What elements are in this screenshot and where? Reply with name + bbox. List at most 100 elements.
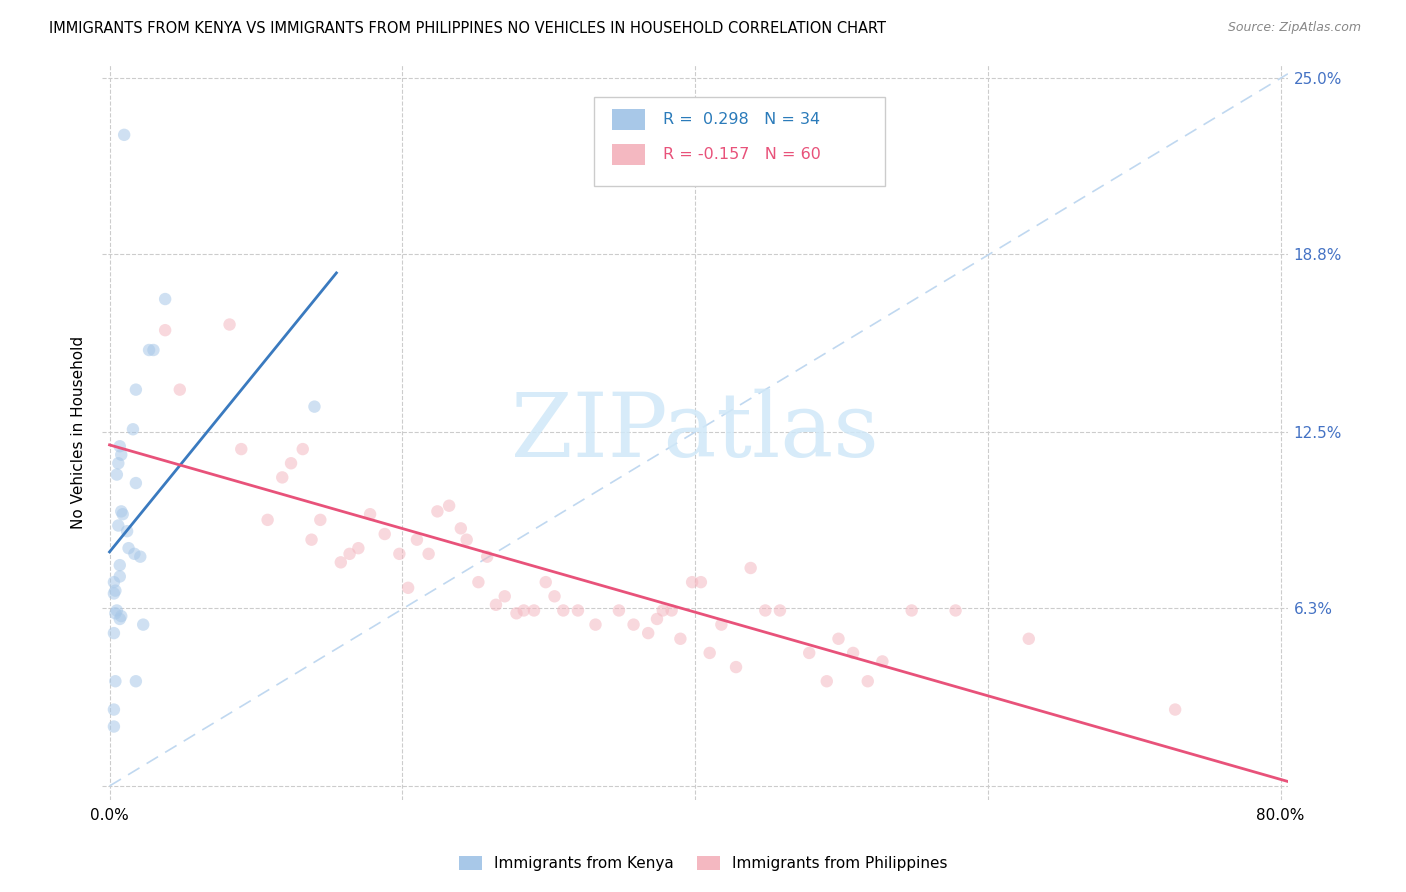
Point	[104, 674, 127, 689]
Point	[437, 499, 460, 513]
Point	[543, 590, 565, 604]
Point	[104, 583, 127, 598]
Point	[105, 467, 128, 482]
Point	[231, 442, 253, 456]
Point	[872, 655, 894, 669]
Point	[699, 646, 721, 660]
Point	[329, 555, 352, 569]
Point	[218, 318, 240, 332]
Point	[110, 504, 132, 518]
Point	[769, 603, 792, 617]
Point	[900, 603, 922, 617]
Point	[359, 507, 381, 521]
Point	[477, 549, 499, 564]
Point	[108, 569, 131, 583]
Point	[153, 323, 176, 337]
Point	[103, 575, 125, 590]
Point	[256, 513, 278, 527]
Text: R =  0.298   N = 34: R = 0.298 N = 34	[664, 112, 820, 127]
Point	[107, 518, 129, 533]
Point	[740, 561, 762, 575]
Point	[339, 547, 361, 561]
Point	[485, 598, 508, 612]
Point	[301, 533, 323, 547]
Point	[623, 617, 645, 632]
Point	[1164, 702, 1187, 716]
Point	[271, 470, 294, 484]
Point	[105, 603, 128, 617]
Point	[661, 603, 683, 617]
Text: R = -0.157   N = 60: R = -0.157 N = 60	[664, 147, 821, 162]
Point	[169, 383, 191, 397]
Point	[153, 292, 176, 306]
Point	[122, 422, 145, 436]
Point	[945, 603, 967, 617]
Point	[553, 603, 575, 617]
Point	[108, 612, 131, 626]
Point	[103, 720, 125, 734]
Point	[103, 586, 125, 600]
Point	[815, 674, 838, 689]
Point	[108, 439, 131, 453]
Point	[142, 343, 165, 357]
Point	[856, 674, 879, 689]
Point	[111, 507, 134, 521]
Point	[827, 632, 849, 646]
Point	[426, 504, 449, 518]
Legend: Immigrants from Kenya, Immigrants from Philippines: Immigrants from Kenya, Immigrants from P…	[453, 849, 953, 877]
Point	[505, 607, 527, 621]
Point	[309, 513, 332, 527]
Point	[138, 343, 160, 357]
Point	[842, 646, 865, 660]
Point	[115, 524, 138, 539]
Point	[681, 575, 703, 590]
Point	[799, 646, 821, 660]
Point	[567, 603, 589, 617]
Point	[110, 609, 132, 624]
Point	[103, 702, 125, 716]
Point	[724, 660, 747, 674]
Point	[456, 533, 478, 547]
Point	[1018, 632, 1040, 646]
Point	[651, 603, 673, 617]
Point	[513, 603, 536, 617]
Point	[418, 547, 440, 561]
Point	[124, 547, 146, 561]
Text: Source: ZipAtlas.com: Source: ZipAtlas.com	[1227, 21, 1361, 34]
FancyBboxPatch shape	[612, 145, 645, 165]
Point	[637, 626, 659, 640]
Point	[710, 617, 733, 632]
Point	[125, 476, 148, 491]
Point	[607, 603, 630, 617]
Point	[280, 456, 302, 470]
Text: IMMIGRANTS FROM KENYA VS IMMIGRANTS FROM PHILIPPINES NO VEHICLES IN HOUSEHOLD CO: IMMIGRANTS FROM KENYA VS IMMIGRANTS FROM…	[49, 21, 886, 36]
Text: ZIPatlas: ZIPatlas	[512, 388, 879, 475]
Point	[347, 541, 370, 556]
Point	[291, 442, 314, 456]
Point	[132, 617, 155, 632]
Point	[467, 575, 489, 590]
Point	[304, 400, 326, 414]
Point	[125, 383, 148, 397]
Point	[104, 607, 127, 621]
Point	[523, 603, 546, 617]
Point	[108, 558, 131, 573]
Point	[125, 674, 148, 689]
Point	[103, 626, 125, 640]
Point	[689, 575, 711, 590]
Point	[754, 603, 776, 617]
Point	[388, 547, 411, 561]
Point	[129, 549, 152, 564]
FancyBboxPatch shape	[612, 109, 645, 129]
Point	[669, 632, 692, 646]
Y-axis label: No Vehicles in Household: No Vehicles in Household	[72, 335, 86, 529]
Point	[107, 456, 129, 470]
Point	[534, 575, 557, 590]
FancyBboxPatch shape	[595, 97, 884, 186]
Point	[374, 527, 396, 541]
Point	[450, 521, 472, 535]
Point	[406, 533, 429, 547]
Point	[112, 128, 135, 142]
Point	[494, 590, 516, 604]
Point	[585, 617, 607, 632]
